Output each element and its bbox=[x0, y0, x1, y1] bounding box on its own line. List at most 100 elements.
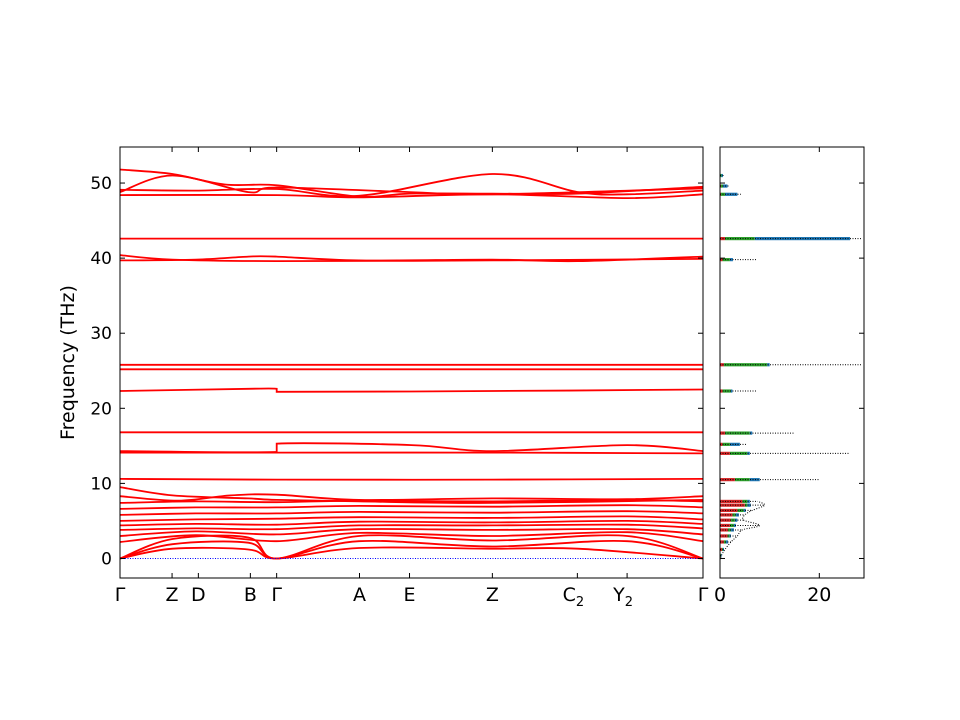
dos-part-5-0 bbox=[720, 523, 730, 528]
dos-part-5-2 bbox=[733, 523, 736, 528]
dos-part-18-1 bbox=[724, 237, 755, 241]
dos-part-2-0 bbox=[720, 540, 724, 544]
dos-part-15-2 bbox=[730, 389, 733, 393]
band-line-2 bbox=[119, 534, 704, 560]
dos-part-3-0 bbox=[720, 534, 728, 538]
dos-part-16-0 bbox=[720, 363, 724, 367]
band-line-4 bbox=[119, 528, 704, 537]
k-point-label-5: A bbox=[353, 584, 366, 606]
band-line-5 bbox=[119, 523, 704, 531]
k-point-label-0: Γ bbox=[115, 584, 126, 606]
dos-part-10-1 bbox=[742, 499, 748, 504]
dos-part-9-2 bbox=[747, 503, 751, 507]
dos-part-8-2 bbox=[743, 508, 746, 513]
dos-part-12-1 bbox=[729, 451, 748, 455]
band-line-17 bbox=[119, 387, 704, 393]
dos-part-2-2 bbox=[725, 540, 728, 544]
dos-part-6-2 bbox=[734, 518, 738, 522]
dos-plot-frame bbox=[719, 146, 865, 579]
dos-part-14-1 bbox=[724, 431, 750, 435]
k-point-label-10: Γ bbox=[698, 584, 709, 606]
dos-part-15-1 bbox=[722, 389, 731, 393]
dos-part-12-2 bbox=[747, 451, 750, 455]
dos-part-13-0 bbox=[720, 442, 723, 446]
dos-part-17-0 bbox=[720, 258, 723, 262]
k-point-subscript-8: 2 bbox=[576, 595, 584, 610]
band-line-3 bbox=[119, 531, 704, 543]
dos-part-10-2 bbox=[747, 499, 750, 504]
band-plot-frame bbox=[119, 146, 704, 579]
dos-part-14-0 bbox=[720, 431, 725, 435]
dos-part-1-1 bbox=[721, 547, 723, 552]
dos-part-7-0 bbox=[720, 513, 733, 517]
dos-part-7-2 bbox=[735, 513, 739, 517]
band-line-6 bbox=[119, 519, 704, 527]
band-line-7 bbox=[119, 515, 704, 522]
band-line-1 bbox=[119, 539, 704, 560]
dos-ticks: 0 20 bbox=[714, 147, 864, 606]
dos-part-5-1 bbox=[729, 523, 734, 528]
band-line-26 bbox=[119, 174, 704, 196]
dos-part-13-1 bbox=[722, 442, 730, 446]
dos-part-11-1 bbox=[734, 478, 750, 482]
dos-part-9-0 bbox=[720, 503, 745, 507]
dos-part-0-2 bbox=[720, 553, 722, 558]
dos-x-tick-label-0: 0 bbox=[714, 584, 726, 606]
dos-part-20-1 bbox=[720, 184, 723, 188]
k-point-label-3: B bbox=[244, 584, 257, 606]
dos-part-2-1 bbox=[723, 540, 726, 544]
band-line-12 bbox=[119, 486, 704, 504]
y-tick-label-30: 30 bbox=[90, 324, 112, 344]
dos-part-13-2 bbox=[729, 442, 740, 446]
k-point-label-1: Z bbox=[166, 584, 179, 606]
dos-part-4-1 bbox=[727, 528, 731, 532]
dos-part-4-2 bbox=[730, 528, 734, 532]
dos-panel: 0 20 bbox=[714, 146, 865, 606]
dos-part-18-2 bbox=[754, 237, 851, 241]
dos-part-21-2 bbox=[721, 173, 723, 178]
k-point-subscript-9: 2 bbox=[625, 595, 633, 610]
k-point-label-8: C2 bbox=[563, 584, 585, 610]
y-tick-label-40: 40 bbox=[90, 249, 112, 269]
band-line-8 bbox=[119, 510, 704, 516]
dos-part-11-2 bbox=[749, 478, 760, 482]
band-line-11 bbox=[119, 493, 704, 502]
dos-part-10-0 bbox=[720, 499, 743, 504]
dos-part-17-2 bbox=[729, 258, 733, 262]
band-line-21 bbox=[119, 254, 704, 263]
dos-part-11-0 bbox=[720, 478, 735, 482]
k-point-label-6: E bbox=[404, 584, 416, 606]
band-line-13 bbox=[119, 478, 704, 481]
dos-part-14-2 bbox=[749, 431, 753, 435]
k-point-label-7: Z bbox=[486, 584, 499, 606]
k-point-label-2: D bbox=[191, 584, 206, 606]
dos-part-12-0 bbox=[720, 451, 730, 455]
dos-x-tick-label-20: 20 bbox=[807, 584, 831, 606]
band-y-axis-label: Frequency (THz) bbox=[57, 285, 79, 440]
k-point-label-4: Γ bbox=[271, 584, 282, 606]
band-lines bbox=[119, 168, 704, 560]
dos-total-curve bbox=[719, 175, 862, 561]
dos-projections bbox=[720, 173, 851, 558]
band-line-9 bbox=[119, 504, 704, 510]
dos-part-19-2 bbox=[724, 192, 738, 196]
dos-total-envelope bbox=[719, 500, 766, 561]
k-point-label-9: Y2 bbox=[612, 584, 633, 610]
band-line-0 bbox=[119, 546, 704, 560]
dos-part-18-0 bbox=[720, 237, 725, 241]
band-y-ticks: 0 10 20 30 40 50 bbox=[90, 174, 703, 569]
y-tick-label-50: 50 bbox=[90, 174, 112, 194]
dos-part-8-0 bbox=[720, 508, 738, 513]
band-line-24 bbox=[119, 173, 704, 198]
y-tick-label-10: 10 bbox=[90, 474, 112, 494]
dos-part-15-0 bbox=[720, 389, 723, 393]
dos-part-17-1 bbox=[722, 258, 730, 262]
dos-part-4-0 bbox=[720, 528, 728, 532]
band-line-15 bbox=[119, 442, 704, 454]
y-tick-label-0: 0 bbox=[101, 549, 112, 569]
y-tick-label-20: 20 bbox=[90, 399, 112, 419]
dos-part-7-1 bbox=[732, 513, 736, 517]
dos-part-9-1 bbox=[744, 503, 748, 507]
